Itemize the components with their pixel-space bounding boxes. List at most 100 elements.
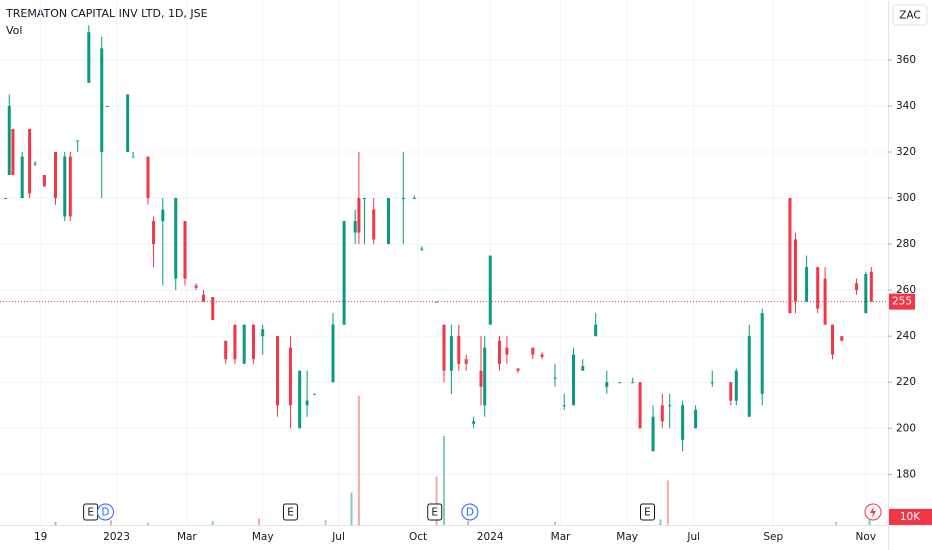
volume-bar [357,395,360,525]
event-label: E [87,507,94,519]
event-label: E [644,507,651,519]
x-tick-label: Sep [763,531,783,543]
volume-bar [258,518,260,525]
x-tick-label: Mar [551,531,571,543]
x-tick-label: Oct [409,531,427,543]
candle-body [479,370,483,387]
candle-body [668,405,672,407]
candle-body [342,221,346,325]
event-label: E [287,507,294,519]
currency-button[interactable] [892,4,928,26]
volume-bar [350,492,353,525]
candle-body [146,156,150,199]
candle-body [76,140,80,142]
candle-body [362,198,366,200]
x-tick-label: Jul [686,531,700,543]
candle-body [313,393,316,395]
candle-body [562,405,566,407]
candle-body [605,382,609,387]
candle-body [353,221,357,233]
y-tick-label: 180 [896,468,916,480]
candle-body [412,198,416,200]
candle-body [734,370,738,401]
candle-body [161,209,165,222]
volume-bar [324,520,327,525]
x-tick-label: May [616,531,638,543]
candle-body [4,198,8,200]
candle-body [202,294,205,302]
x-tick-label: 19 [34,531,47,543]
candle-body [276,336,279,406]
candle-body [816,267,820,309]
candle-body [194,285,198,288]
candle-body [540,354,544,357]
volume-bar [435,476,438,525]
candle-body [20,156,24,199]
candle-body [387,198,390,245]
candle-body [498,340,501,364]
y-tick-label: 360 [896,54,916,66]
candle-body [805,267,809,302]
candle-body [553,377,557,379]
candle-body [710,382,714,384]
volume-tick-label: 10K [900,511,921,523]
candle-body [11,128,15,175]
candle-body [131,156,135,158]
y-tick-label: 320 [896,146,916,158]
x-tick-label: 2024 [477,531,504,543]
y-tick-label: 300 [896,192,916,204]
candle-body [28,128,32,194]
event-marker [640,503,655,521]
last-price-label: 255 [892,296,912,308]
candle-body [33,163,37,165]
event-label: D [101,507,109,519]
candle-body [420,248,424,250]
candle-body [224,340,228,360]
candle-body [152,221,156,245]
x-tick-label: 2023 [103,531,130,543]
y-tick-label: 260 [896,284,916,296]
candle-body [298,370,302,429]
candle-body [840,336,844,341]
candle-body [464,359,468,364]
candle-body [357,198,361,233]
volume-tick-box [889,508,932,525]
candle-body [372,209,376,240]
volume-bar [147,522,149,525]
candle-body [651,416,655,452]
event-marker [282,503,298,521]
candle-body [823,278,827,325]
candle-body [681,405,685,440]
candle-body [788,198,792,314]
candle-body [449,336,453,371]
candle-body [483,347,487,406]
volume-bar [659,519,662,525]
candle-body [251,324,255,360]
candle-body [638,382,642,429]
event-marker [427,503,443,521]
volume-bar [211,520,214,525]
candle-body [729,382,733,401]
candle-body [747,336,751,417]
y-tick-label: 200 [896,422,916,434]
candle-body [488,255,492,325]
volume-bar [835,521,838,525]
candle-body [261,329,265,337]
volume-bar [554,521,556,525]
volume-bar [666,480,669,525]
candle-body [572,354,575,406]
candle-body [457,336,461,364]
event-marker [96,503,114,521]
x-tick-label: Mar [177,531,197,543]
event-label: E [431,507,438,519]
currency: ZAC [899,10,921,22]
candle-body [87,32,91,83]
candle-body [288,347,292,406]
candle-body [174,198,178,279]
candle-body [631,382,635,384]
candle-body [68,156,72,217]
candle-body [183,221,187,279]
x-tick-label: Nov [856,531,877,543]
candle-body [233,324,237,360]
